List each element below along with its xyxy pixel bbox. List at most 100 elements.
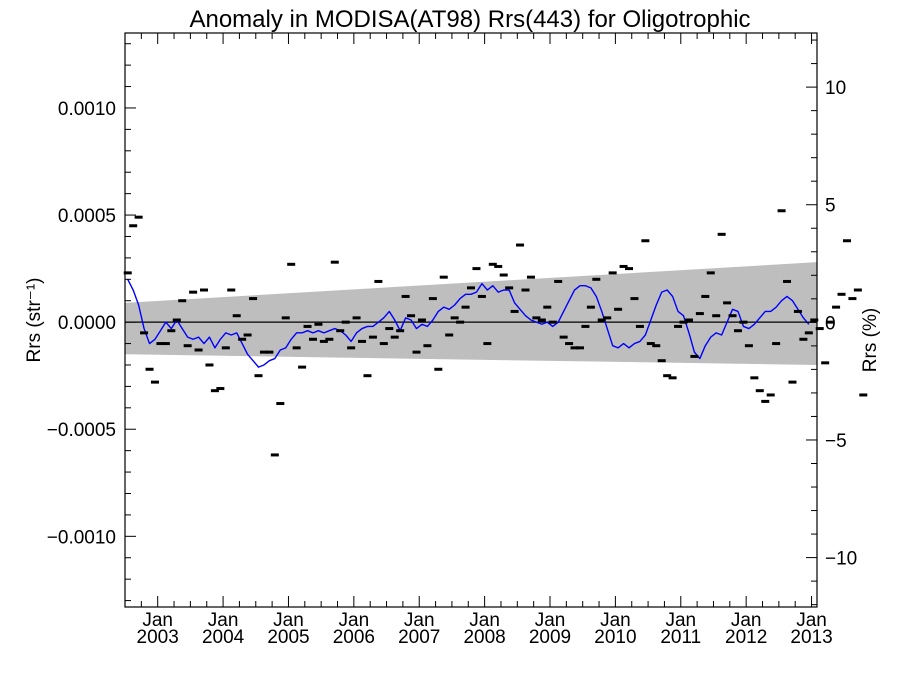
data-point bbox=[167, 329, 176, 333]
data-point bbox=[461, 305, 470, 309]
data-point bbox=[385, 327, 394, 331]
data-point bbox=[554, 279, 563, 283]
data-point bbox=[488, 262, 497, 266]
x-tick-label-year: 2012 bbox=[725, 627, 767, 648]
data-point bbox=[739, 320, 748, 324]
y2-tick-label: −5 bbox=[825, 431, 847, 452]
data-point bbox=[439, 275, 448, 279]
data-point bbox=[150, 380, 159, 384]
data-point bbox=[243, 333, 252, 337]
data-point bbox=[178, 299, 187, 303]
data-point bbox=[374, 279, 383, 283]
data-point bbox=[407, 314, 416, 318]
data-point bbox=[210, 389, 219, 393]
y2-tick-label: 0 bbox=[825, 313, 836, 334]
data-point bbox=[352, 316, 361, 320]
data-point bbox=[537, 318, 546, 322]
uncertainty-band bbox=[125, 262, 817, 365]
x-tick-label-year: 2010 bbox=[594, 627, 636, 648]
data-point bbox=[625, 267, 634, 271]
data-point bbox=[761, 399, 770, 403]
y-tick-label: 0.0010 bbox=[58, 99, 116, 120]
x-tick-label-year: 2004 bbox=[202, 627, 245, 648]
data-point bbox=[619, 264, 628, 268]
y-tick-label: −0.0005 bbox=[47, 420, 116, 441]
x-tick-label-year: 2008 bbox=[463, 627, 505, 648]
data-point bbox=[417, 318, 426, 322]
data-point bbox=[543, 305, 552, 309]
data-point bbox=[641, 239, 650, 243]
data-point bbox=[728, 314, 737, 318]
data-point bbox=[815, 327, 824, 331]
x-tick-label-year: 2005 bbox=[267, 627, 309, 648]
data-point bbox=[319, 339, 328, 343]
data-point bbox=[254, 374, 263, 378]
data-point bbox=[603, 316, 612, 320]
x-tick-label-year: 2007 bbox=[398, 627, 440, 648]
data-point bbox=[592, 277, 601, 281]
data-point bbox=[597, 318, 606, 322]
data-point bbox=[336, 329, 345, 333]
x-tick-label-year: 2011 bbox=[660, 627, 701, 648]
data-point bbox=[766, 393, 775, 397]
data-point bbox=[826, 320, 835, 324]
data-point bbox=[445, 333, 454, 337]
data-point bbox=[712, 314, 721, 318]
x-tick-label-month: Jan bbox=[339, 610, 370, 631]
data-point bbox=[630, 297, 639, 301]
data-point bbox=[281, 316, 290, 320]
data-point bbox=[635, 324, 644, 328]
chart-title: Anomaly in MODISA(AT98) Rrs(443) for Oli… bbox=[189, 6, 750, 33]
data-point bbox=[428, 297, 437, 301]
data-point bbox=[189, 290, 198, 294]
data-point bbox=[559, 335, 568, 339]
data-point bbox=[614, 307, 623, 311]
data-point bbox=[330, 260, 339, 264]
data-point bbox=[123, 271, 132, 275]
data-point bbox=[140, 331, 149, 335]
y2-tick-label: −10 bbox=[825, 549, 857, 570]
data-point bbox=[701, 294, 710, 298]
data-point bbox=[172, 318, 181, 322]
data-point bbox=[510, 309, 519, 313]
data-point bbox=[161, 342, 170, 346]
data-point bbox=[690, 354, 699, 358]
data-point bbox=[270, 453, 279, 457]
data-point bbox=[526, 275, 535, 279]
x-tick-label-month: Jan bbox=[600, 610, 631, 631]
data-point bbox=[570, 346, 579, 350]
data-point bbox=[788, 380, 797, 384]
data-point bbox=[668, 376, 677, 380]
x-tick-label-month: Jan bbox=[796, 610, 827, 631]
data-point bbox=[821, 361, 830, 365]
data-point bbox=[646, 342, 655, 346]
data-point bbox=[396, 329, 405, 333]
y-axis-label-right: Rrs (%) bbox=[860, 308, 881, 372]
data-point bbox=[772, 342, 781, 346]
data-point bbox=[695, 312, 704, 316]
data-point bbox=[848, 297, 857, 301]
y-tick-label: 0.0005 bbox=[58, 206, 116, 227]
data-point bbox=[575, 346, 584, 350]
y-tick-label: 0.0000 bbox=[58, 313, 116, 334]
data-point bbox=[194, 348, 203, 352]
data-point bbox=[859, 393, 868, 397]
data-point bbox=[221, 346, 230, 350]
data-point bbox=[216, 387, 225, 391]
data-point bbox=[412, 350, 421, 354]
data-point bbox=[472, 267, 481, 271]
data-point bbox=[450, 316, 459, 320]
data-point bbox=[358, 339, 367, 343]
data-point bbox=[586, 305, 595, 309]
data-point bbox=[292, 346, 301, 350]
data-point bbox=[347, 346, 356, 350]
data-point bbox=[684, 318, 693, 322]
y2-tick-label: 5 bbox=[825, 196, 836, 217]
data-point bbox=[401, 294, 410, 298]
data-point bbox=[265, 350, 274, 354]
x-tick-label-month: Jan bbox=[731, 610, 762, 631]
data-point bbox=[663, 374, 672, 378]
data-point bbox=[156, 342, 165, 346]
data-point bbox=[581, 324, 590, 328]
data-point bbox=[276, 402, 285, 406]
